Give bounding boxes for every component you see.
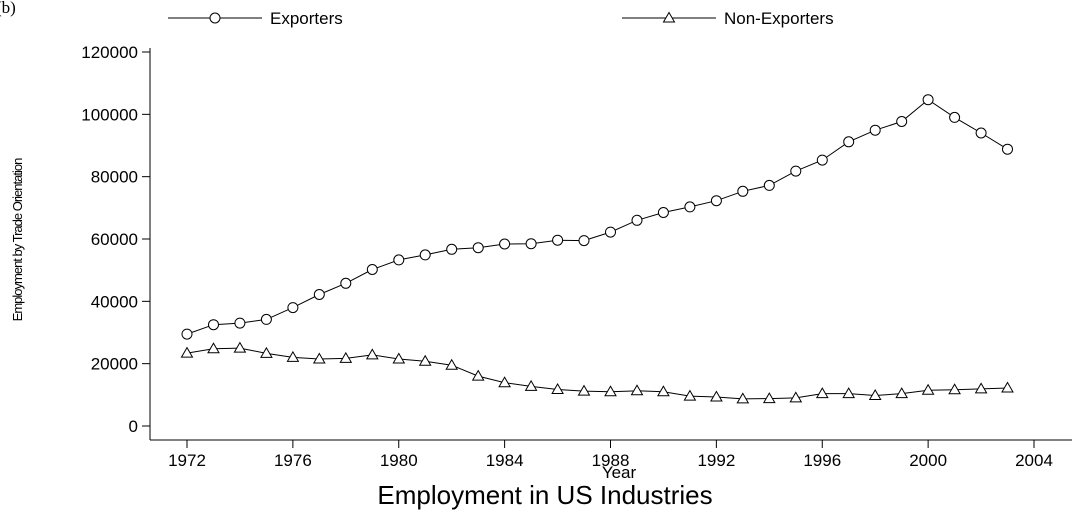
legend-marker-non-exporters — [662, 11, 676, 23]
data-point-exporters — [419, 249, 431, 261]
data-point-non-exporters — [762, 392, 776, 404]
y-tick-label: 40000 — [91, 292, 138, 311]
data-point-exporters — [472, 242, 484, 254]
data-point-non-exporters — [339, 351, 353, 363]
data-point-non-exporters — [577, 384, 591, 396]
data-point-non-exporters — [974, 382, 988, 394]
legend-label-exporters: Exporters — [270, 9, 343, 28]
x-tick-label: 2004 — [1015, 451, 1053, 470]
data-point-non-exporters — [948, 383, 961, 395]
data-point-exporters — [366, 264, 378, 275]
data-point-exporters — [525, 238, 537, 250]
data-point-exporters — [234, 317, 246, 329]
data-point-exporters — [737, 185, 749, 197]
data-point-non-exporters — [604, 385, 617, 397]
data-point-exporters — [816, 154, 828, 166]
x-tick-label: 1984 — [486, 451, 524, 470]
x-tick-label: 1988 — [592, 451, 630, 470]
legend-marker-exporters — [209, 12, 221, 24]
data-point-exporters — [287, 302, 299, 314]
chart-title: Employment in US Industries — [377, 480, 712, 510]
legend-item-exporters: Exporters — [168, 9, 343, 28]
data-point-non-exporters — [312, 352, 326, 364]
data-point-non-exporters — [683, 389, 697, 401]
data-point-non-exporters — [895, 387, 909, 399]
data-point-exporters — [499, 238, 511, 250]
panel-label: (b) — [0, 0, 16, 17]
data-point-non-exporters — [180, 346, 194, 358]
data-point-non-exporters — [471, 369, 485, 381]
legend-label-non-exporters: Non-Exporters — [724, 9, 834, 28]
data-point-non-exporters — [868, 389, 882, 400]
data-point-exporters — [922, 94, 934, 106]
data-point-exporters — [1002, 143, 1013, 155]
data-point-non-exporters — [630, 384, 644, 396]
y-tick-label: 100000 — [81, 105, 138, 124]
data-point-non-exporters — [207, 342, 220, 354]
x-tick-label: 1996 — [803, 451, 841, 470]
data-point-exporters — [578, 235, 590, 247]
x-tick-label: 1980 — [380, 451, 418, 470]
plot-area — [180, 94, 1014, 404]
data-point-exporters — [181, 328, 193, 340]
data-point-non-exporters — [842, 387, 856, 399]
data-point-non-exporters — [736, 392, 750, 404]
y-axis-label: Employment by Trade Orientation — [10, 158, 25, 321]
x-tick-label: 1992 — [697, 451, 735, 470]
data-point-non-exporters — [1001, 381, 1014, 393]
data-point-exporters — [684, 201, 696, 213]
legend-item-non-exporters: Non-Exporters — [622, 9, 834, 28]
data-point-exporters — [208, 319, 219, 331]
data-point-exporters — [710, 195, 722, 207]
data-point-non-exporters — [418, 354, 432, 366]
data-point-non-exporters — [551, 383, 564, 394]
y-tick-label: 80000 — [91, 168, 138, 187]
data-point-exporters — [763, 179, 775, 191]
data-point-exporters — [393, 254, 405, 266]
data-point-non-exporters — [233, 341, 247, 353]
data-point-non-exporters — [789, 391, 803, 403]
data-point-non-exporters — [524, 379, 538, 391]
y-tick-label: 20000 — [91, 355, 138, 374]
data-point-non-exporters — [710, 390, 723, 402]
data-point-exporters — [657, 207, 669, 218]
data-point-non-exporters — [498, 376, 511, 388]
axes: 0 20000 40000 60000 80000 100000 120000 1972 197… — [81, 43, 1072, 470]
x-tick-label: 1972 — [168, 451, 206, 470]
data-point-exporters — [605, 226, 616, 238]
data-point-non-exporters — [815, 387, 829, 399]
data-point-exporters — [340, 277, 352, 289]
data-point-exporters — [260, 313, 272, 325]
legend: Exporters Non-Exporters — [168, 9, 834, 28]
data-point-non-exporters — [921, 383, 935, 395]
data-point-exporters — [869, 124, 881, 136]
data-point-non-exporters — [445, 358, 459, 370]
data-point-non-exporters — [260, 346, 273, 358]
x-tick-label: 2000 — [909, 451, 947, 470]
data-point-exporters — [631, 214, 643, 226]
y-tick-label: 120000 — [81, 43, 138, 62]
y-tick-label: 0 — [129, 417, 138, 436]
data-point-non-exporters — [365, 348, 379, 360]
data-point-exporters — [896, 116, 908, 127]
data-point-exporters — [843, 136, 855, 148]
data-point-exporters — [790, 165, 802, 177]
data-point-non-exporters — [392, 352, 406, 364]
data-point-exporters — [552, 234, 564, 246]
data-point-non-exporters — [657, 385, 670, 397]
series-line-non-exporters — [186, 347, 1008, 400]
data-point-non-exporters — [286, 350, 300, 362]
data-point-exporters — [313, 289, 325, 300]
x-tick-label: 1976 — [274, 451, 312, 470]
series-line-exporters — [186, 99, 1008, 335]
data-point-exporters — [949, 111, 961, 123]
data-point-exporters — [446, 243, 458, 255]
data-point-exporters — [975, 127, 987, 139]
y-tick-label: 60000 — [91, 230, 138, 249]
x-axis-label: Year — [602, 463, 637, 482]
